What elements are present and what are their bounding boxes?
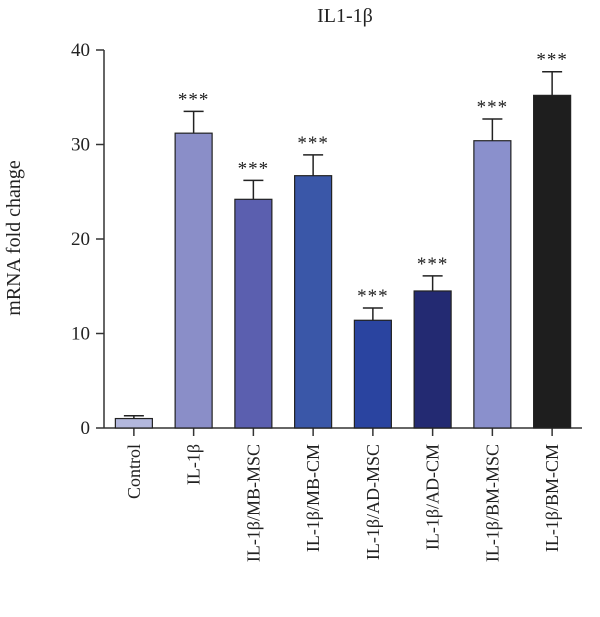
bar-1 <box>114 417 153 429</box>
significance-label: *** <box>417 254 449 275</box>
category-label: IL-1β/AD-CM <box>423 444 443 550</box>
category-label: IL-1β <box>184 444 204 485</box>
bar-4 <box>294 175 333 429</box>
significance-label: *** <box>178 89 210 110</box>
bar-8 <box>533 94 572 429</box>
y-tick-label: 0 <box>81 418 91 439</box>
significance-label: *** <box>477 97 509 118</box>
bar-5 <box>353 319 392 429</box>
significance-labels-group: *** *** *** *** *** *** *** <box>178 50 568 307</box>
chart-title: IL1-1β <box>317 5 373 27</box>
bar-2 <box>174 132 213 429</box>
category-label: IL-1β/BM-MSC <box>482 444 502 562</box>
y-tick-label: 20 <box>71 229 90 250</box>
category-label: IL-1β/MB-CM <box>303 444 323 552</box>
category-labels-group: Control IL-1β IL-1β/MB-MSC IL-1β/MB-CM IL-1β… <box>124 444 562 562</box>
significance-label: *** <box>238 158 270 179</box>
category-label: IL-1β/MB-MSC <box>243 444 263 562</box>
significance-label: *** <box>297 133 329 154</box>
bars-group <box>114 94 572 429</box>
bar-7 <box>473 140 512 429</box>
y-tick-label: 40 <box>71 40 90 61</box>
x-axis <box>104 427 582 436</box>
y-axis: 0 10 20 30 40 <box>71 40 105 439</box>
error-bars-group <box>123 70 563 419</box>
significance-label: *** <box>536 50 568 71</box>
y-tick-label: 30 <box>71 135 90 156</box>
y-tick-label: 10 <box>71 324 90 345</box>
category-label: IL-1β/BM-CM <box>542 444 562 552</box>
bar-3 <box>234 198 273 429</box>
significance-label: *** <box>357 286 389 307</box>
bar-6 <box>413 290 452 429</box>
y-axis-title: mRNA fold change <box>3 160 25 316</box>
category-label: IL-1β/AD-MSC <box>363 444 383 560</box>
category-label: Control <box>124 444 144 499</box>
